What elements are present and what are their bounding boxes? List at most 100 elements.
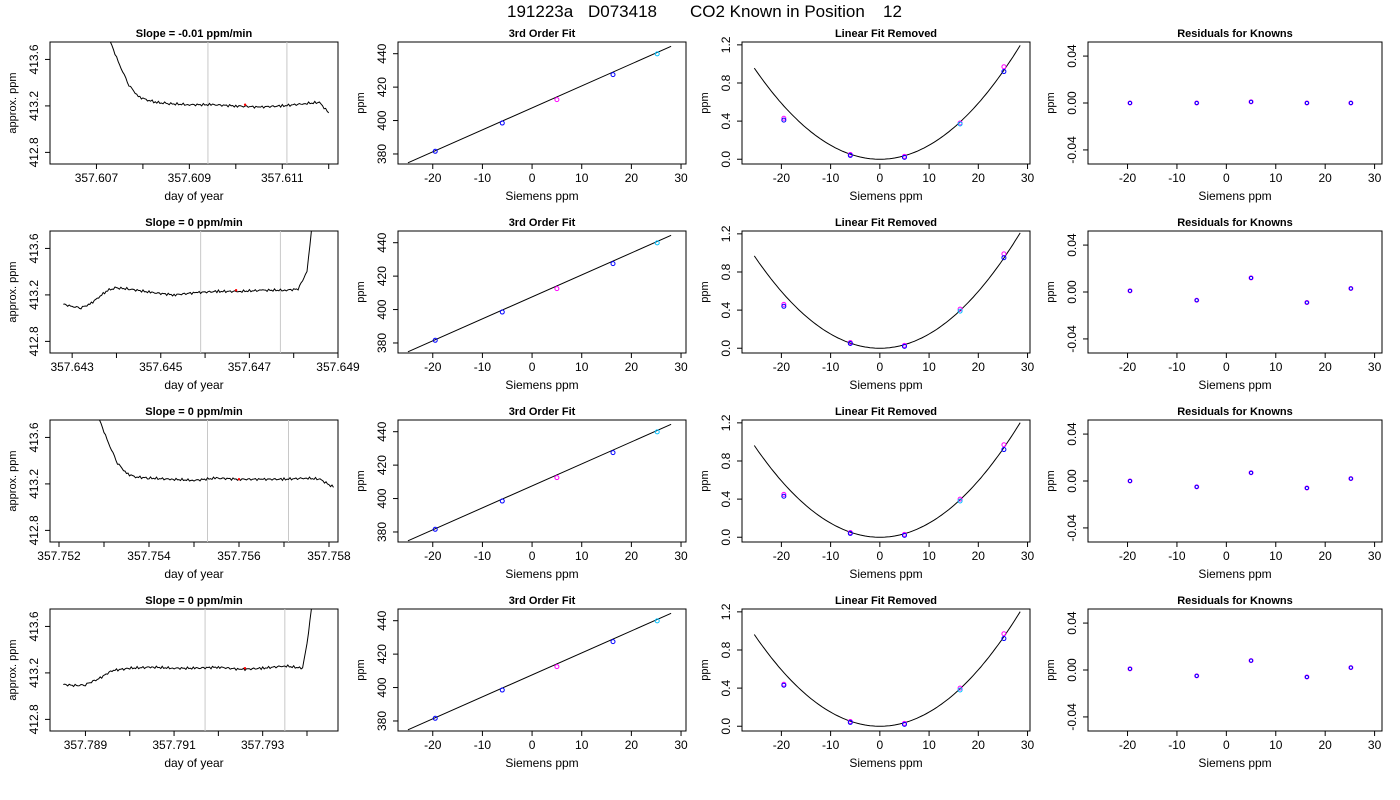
x-axis-label: day of year [164,378,223,392]
x-axis-label: Siemens ppm [505,378,578,392]
x-tick-label: -10 [822,549,840,563]
plot-frame [49,41,339,165]
panel-title: Linear Fit Removed [835,595,937,607]
panel-time-series-row-2: Slope = 0 ppm/min day of year approx. ppm 3… [7,217,360,392]
x-axis-label: Siemens ppm [505,756,578,770]
x-tick-label: 20 [1318,549,1332,563]
plot-area [1127,658,1354,680]
data-point [901,721,907,727]
plot-area [1127,470,1354,491]
plot-frame [397,419,687,543]
x-tick-label: 20 [972,738,986,752]
y-tick-label: 413.6 [27,611,41,641]
plot-area [63,609,312,731]
y-axis-label: ppm [1045,281,1057,302]
data-point [654,51,660,57]
x-tick-label: -10 [474,171,492,185]
x-tick-label: 20 [625,549,639,563]
data-point [1348,100,1353,106]
x-tick-label: 10 [575,738,589,752]
panel-title: Slope = 0 ppm/min [145,217,243,229]
x-tick-label: 357.752 [37,549,81,563]
data-point [1248,275,1254,281]
data-trace [63,231,312,310]
x-tick-label: 20 [972,549,986,563]
y-axis-label: ppm [355,281,367,302]
x-axis-label: day of year [164,567,223,581]
data-point [1248,470,1254,475]
data-point [1001,636,1007,642]
x-tick-label: 0 [529,549,536,563]
x-tick-label: 0 [877,360,884,374]
data-point [554,664,560,670]
data-point [957,308,963,314]
x-axis-label: Siemens ppm [1198,378,1271,392]
data-point [1001,447,1007,453]
plot-area [753,45,1021,160]
y-tick-label: 420 [375,455,389,475]
plot-frame [741,419,1031,543]
panel-linear-removed-row-1: Linear Fit Removed Siemens ppm ppm -20 -10 0 1… [699,28,1035,203]
panel-linear-removed-row-2: Linear Fit Removed Siemens ppm ppm -20 -10 0 1… [699,217,1035,392]
x-axis-label: Siemens ppm [1198,189,1271,203]
panel-title: 3rd Order Fit [509,595,576,607]
plot-area [407,612,672,731]
x-tick-label: 10 [922,549,936,563]
data-point [1304,674,1309,680]
data-point [554,97,560,103]
y-tick-label: 0.8 [719,74,733,91]
fit-curve [753,422,1021,538]
x-tick-label: 357.754 [127,549,171,563]
panel-fit-row-2: 3rd Order Fit Siemens ppm ppm -20 -10 0 10 20 30… [355,217,688,392]
x-tick-label: -10 [1168,171,1186,185]
x-tick-label: 357.756 [217,549,261,563]
data-point [1348,665,1353,670]
panel-title: Linear Fit Removed [835,28,937,40]
x-tick-label: -20 [424,738,442,752]
x-tick-label: 357.791 [152,738,196,752]
data-point-secondary [957,685,963,691]
data-point [432,148,438,154]
panel-residuals-row-1: Residuals for Knowns Siemens ppm ppm -20 -10… [1045,28,1383,203]
data-point [1194,100,1199,106]
y-tick-label: -0.04 [1065,325,1079,353]
x-tick-label: 0 [529,171,536,185]
x-tick-label: 10 [922,171,936,185]
data-point-secondary [1001,64,1007,70]
panel-title: Slope = -0.01 ppm/min [136,28,253,40]
panel-fit-row-3: 3rd Order Fit Siemens ppm ppm -20 -10 0 10 20 30… [355,406,688,581]
x-tick-label: 10 [575,171,589,185]
x-tick-label: -20 [424,549,442,563]
y-tick-label: 380 [375,711,389,731]
data-point [781,117,787,123]
x-tick-label: -20 [773,549,791,563]
x-tick-label: -20 [773,171,791,185]
plot-area [63,231,312,353]
x-axis-label: day of year [164,189,223,203]
panel-title: 3rd Order Fit [509,28,576,40]
y-axis-label: ppm [1045,470,1057,491]
x-tick-label: -10 [1168,360,1186,374]
fit-line [407,423,672,542]
x-tick-label: 357.645 [139,360,183,374]
x-tick-label: 20 [1318,738,1332,752]
y-tick-label: 0.4 [719,679,733,696]
x-tick-label: 357.643 [50,360,94,374]
title-tank-id: D073418 [588,2,658,21]
y-tick-label: 1.2 [719,36,733,53]
x-tick-label: -10 [822,171,840,185]
y-axis-label: ppm [1045,659,1057,680]
x-tick-label: 10 [1269,549,1283,563]
panel-title: Slope = 0 ppm/min [145,595,243,607]
fit-line [407,45,672,164]
x-tick-label: 10 [575,549,589,563]
data-point [499,309,505,315]
x-axis-label: Siemens ppm [849,189,922,203]
data-point [1348,286,1353,291]
plot-frame [49,230,339,354]
panel-residuals-row-4: Residuals for Knowns Siemens ppm ppm -20 -10… [1045,595,1383,770]
y-tick-label: 0.04 [1065,611,1079,635]
y-axis-label: ppm [699,659,711,680]
x-tick-label: 0 [877,738,884,752]
x-axis-label: Siemens ppm [849,378,922,392]
